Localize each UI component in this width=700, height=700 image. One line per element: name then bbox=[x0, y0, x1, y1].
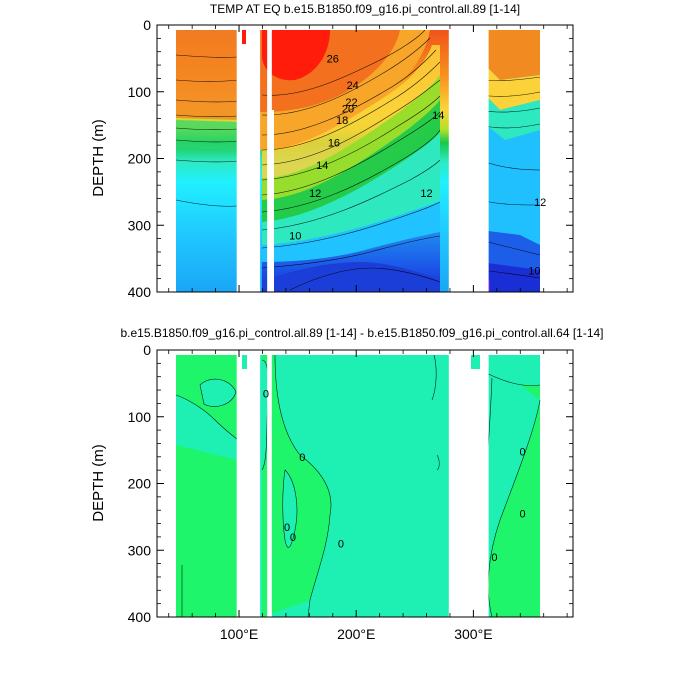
top-contour-label: 10 bbox=[528, 266, 540, 278]
top-y-tick-label: 400 bbox=[128, 284, 152, 300]
bottom-y-tick-label: 400 bbox=[128, 609, 152, 625]
top-y-tick-label: 300 bbox=[128, 217, 152, 233]
top-contour-label: 24 bbox=[347, 80, 359, 92]
bottom-land-gap bbox=[448, 350, 489, 617]
top-y-axis-label: DEPTH (m) bbox=[90, 119, 107, 197]
top-contour-field bbox=[175, 25, 573, 292]
top-contour-label: 20 bbox=[342, 103, 354, 115]
bottom-x-axis: 100°E 200°E 300°E bbox=[168, 350, 568, 642]
bottom-x-tick-label: 200°E bbox=[337, 626, 375, 642]
bottom-x-tick-label: 300°E bbox=[454, 626, 492, 642]
top-y-tick-label: 100 bbox=[128, 84, 152, 100]
top-contour-label: 12 bbox=[534, 197, 546, 209]
bottom-y-tick-label: 300 bbox=[128, 542, 152, 558]
bottom-y-tick-label: 100 bbox=[128, 409, 152, 425]
top-contour-label: 18 bbox=[336, 115, 348, 127]
top-contour-label: 16 bbox=[328, 137, 340, 149]
bottom-y-axis-label: DEPTH (m) bbox=[90, 444, 107, 522]
bottom-contour-label: 0 bbox=[290, 532, 296, 544]
bottom-contour-label: 0 bbox=[263, 388, 269, 400]
bottom-land-gap bbox=[267, 350, 272, 617]
bottom-land-gap bbox=[236, 350, 261, 617]
bottom-contour-label: 0 bbox=[338, 539, 344, 551]
top-land-gap bbox=[267, 25, 272, 292]
bottom-contour-label: 0 bbox=[520, 446, 526, 458]
bottom-y-tick-label: 0 bbox=[143, 342, 151, 358]
bottom-contour-label: 0 bbox=[284, 522, 290, 534]
top-y-axis: 0 100 200 300 400 bbox=[128, 17, 573, 300]
bottom-panel-title: b.e15.B1850.f09_g16.pi_control.all.89 [1… bbox=[120, 326, 603, 340]
bottom-y-axis: 0 100 200 300 400 bbox=[128, 342, 573, 625]
bottom-y-tick-label: 200 bbox=[128, 476, 152, 492]
top-contour-label: 22 bbox=[345, 97, 357, 109]
top-y-tick-label: 200 bbox=[128, 151, 152, 167]
top-x-axis bbox=[168, 25, 568, 292]
top-contour-label: 26 bbox=[327, 53, 339, 65]
top-land-gap bbox=[236, 25, 261, 292]
top-contour-label: 12 bbox=[309, 188, 321, 200]
bottom-x-tick-label: 100°E bbox=[220, 626, 258, 642]
bottom-contour-label: 0 bbox=[299, 452, 305, 464]
top-contour-label: 14 bbox=[432, 110, 444, 122]
top-land-gap bbox=[448, 25, 489, 292]
bottom-contour-label: 0 bbox=[520, 509, 526, 521]
bottom-contour-field bbox=[175, 350, 573, 617]
top-contour-label: 10 bbox=[289, 230, 301, 242]
top-contour-label: 12 bbox=[420, 188, 432, 200]
top-y-tick-label: 0 bbox=[143, 17, 151, 33]
top-contour-label: 14 bbox=[316, 160, 328, 172]
top-panel-title: TEMP AT EQ b.e15.B1850.f09_g16.pi_contro… bbox=[210, 2, 520, 16]
bottom-contour-label: 0 bbox=[491, 552, 497, 564]
